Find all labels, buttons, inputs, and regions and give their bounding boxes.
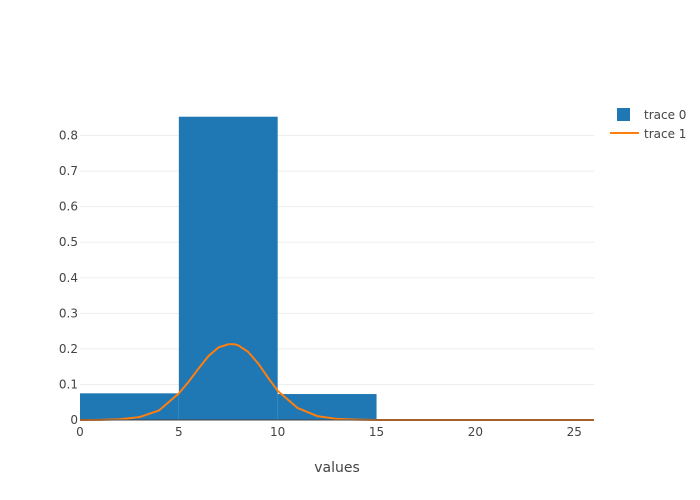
x-tick-label: 25 — [567, 425, 582, 439]
legend-label-trace-1: trace 1 — [644, 127, 686, 141]
y-tick-label: 0.7 — [59, 164, 78, 178]
histogram-bar — [277, 394, 377, 420]
y-tick-label: 0.3 — [59, 306, 78, 320]
y-tick-label: 0.5 — [59, 235, 78, 249]
y-tick-label: 0.6 — [59, 200, 78, 214]
legend-swatch-trace-0 — [617, 108, 630, 121]
gridlines — [80, 135, 594, 385]
legend: trace 0 trace 1 — [610, 108, 686, 141]
axes: 0 0.1 0.2 0.3 0.4 0.5 0.6 0.7 0.8 0 5 10 15 20 25 — [59, 129, 594, 439]
x-tick-label: 15 — [369, 425, 384, 439]
y-tick-label: 0 — [70, 413, 78, 427]
y-tick-label: 0.1 — [59, 377, 78, 391]
y-tick-label: 0.4 — [59, 271, 78, 285]
histogram-bars — [80, 116, 377, 420]
legend-label-trace-0: trace 0 — [644, 108, 686, 122]
x-axis-title: values — [314, 460, 360, 476]
x-tick-label: 20 — [468, 425, 483, 439]
x-tick-label: 5 — [175, 425, 183, 439]
x-tick-label: 0 — [76, 425, 84, 439]
y-tick-label: 0.2 — [59, 342, 78, 356]
x-tick-label: 10 — [270, 425, 285, 439]
y-tick-label: 0.8 — [59, 129, 78, 143]
